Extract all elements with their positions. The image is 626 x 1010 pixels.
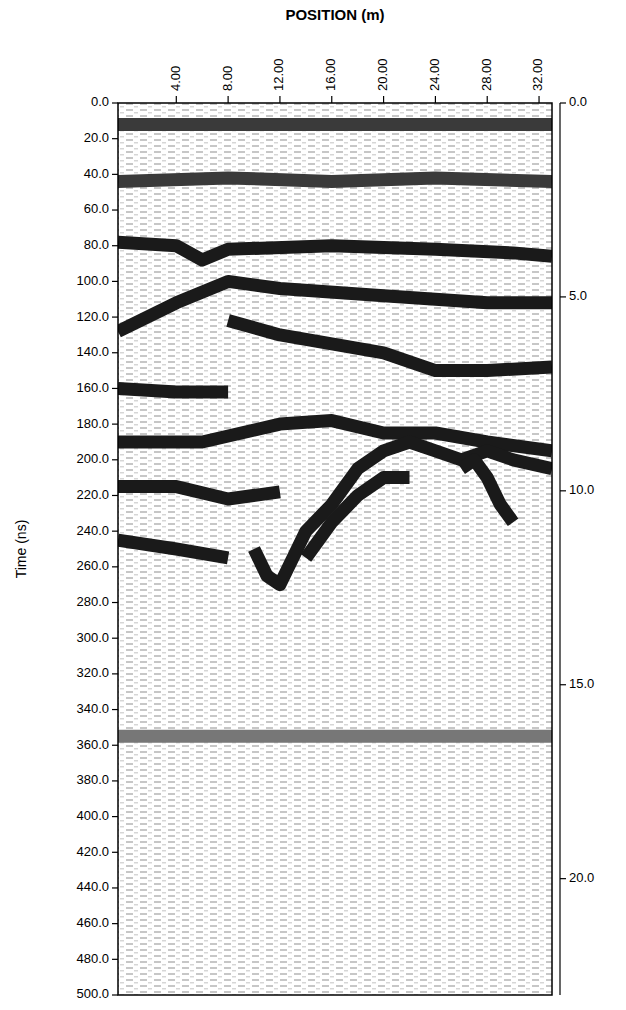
y-tick-label: 100.0 xyxy=(76,273,109,288)
chart: 4.00 8.00 12.00 16.00 20.00 24.00 28.00 32.00 PO… xyxy=(0,0,626,1010)
x-tick-label: 12.00 xyxy=(271,58,286,91)
y-tick xyxy=(112,281,118,282)
y-tick xyxy=(112,923,118,924)
reflector xyxy=(118,242,552,260)
y-tick xyxy=(112,138,118,139)
x-tick-label: 16.00 xyxy=(323,58,338,91)
y-tick-label: 240.0 xyxy=(76,523,109,538)
y-tick xyxy=(112,102,118,103)
y-tick-label: 260.0 xyxy=(76,558,109,573)
y-tick xyxy=(112,209,118,210)
reflector xyxy=(118,388,228,392)
x-tick-label: 4.00 xyxy=(168,66,183,91)
y-tick-label: 280.0 xyxy=(76,594,109,609)
reflector xyxy=(118,118,552,131)
y-tick xyxy=(112,816,118,817)
y-tick-label: 20.0 xyxy=(84,130,109,145)
y2-tick xyxy=(560,102,566,103)
y-tick-label: 500.0 xyxy=(76,986,109,1001)
reflectors xyxy=(118,124,552,736)
x-tick-label: 28.00 xyxy=(479,58,494,91)
plot-frame xyxy=(118,103,552,995)
x-tick xyxy=(538,96,539,103)
y-tick xyxy=(112,566,118,567)
reflector xyxy=(118,540,228,558)
y-tick-label: 220.0 xyxy=(76,487,109,502)
x-tick xyxy=(331,96,332,103)
y-tick-label: 60.0 xyxy=(84,201,109,216)
x-tick xyxy=(487,96,488,103)
plot-background xyxy=(118,103,552,995)
y-tick xyxy=(112,352,118,353)
x-tick-label: 8.00 xyxy=(220,66,235,91)
y2-tick-label: 20.0 xyxy=(569,870,594,885)
y-tick-label: 80.0 xyxy=(84,237,109,252)
y-tick xyxy=(112,709,118,710)
y-tick xyxy=(112,531,118,532)
y2-tick xyxy=(560,296,566,297)
y-tick xyxy=(112,673,118,674)
y-tick xyxy=(112,780,118,781)
y-tick-label: 340.0 xyxy=(76,701,109,716)
y-tick-label: 300.0 xyxy=(76,630,109,645)
y-tick-label: 40.0 xyxy=(84,166,109,181)
y-tick-label: 360.0 xyxy=(76,737,109,752)
y-tick-label: 120.0 xyxy=(76,309,109,324)
y2-tick-label: 15.0 xyxy=(569,676,594,691)
y2-tick-label: 5.0 xyxy=(569,288,587,303)
reflector xyxy=(228,321,552,371)
x-tick xyxy=(279,96,280,103)
y-tick-label: 440.0 xyxy=(76,879,109,894)
x-tick xyxy=(435,96,436,103)
y-tick xyxy=(112,316,118,317)
y-tick-label: 160.0 xyxy=(76,380,109,395)
x-tick xyxy=(176,96,177,103)
y2-tick xyxy=(560,490,566,491)
y2-tick xyxy=(560,684,566,685)
y2-tick-label: 0.0 xyxy=(569,94,587,109)
reflector xyxy=(118,178,552,182)
y-tick xyxy=(112,388,118,389)
reflector xyxy=(254,442,552,585)
y-tick-label: 480.0 xyxy=(76,951,109,966)
y-tick xyxy=(112,887,118,888)
y-tick-label: 320.0 xyxy=(76,665,109,680)
reflector xyxy=(118,487,280,499)
reflector xyxy=(118,730,552,743)
y-tick-label: 460.0 xyxy=(76,915,109,930)
y-tick xyxy=(112,174,118,175)
y-tick xyxy=(112,959,118,960)
y-tick xyxy=(112,424,118,425)
x-tick xyxy=(228,96,229,103)
y-tick-label: 420.0 xyxy=(76,844,109,859)
x-axis-title: POSITION (m) xyxy=(285,6,384,23)
x-tick-label: 32.00 xyxy=(530,58,545,91)
y-tick xyxy=(112,245,118,246)
y2-tick xyxy=(560,878,566,879)
y-tick-label: 180.0 xyxy=(76,416,109,431)
x-tick xyxy=(383,96,384,103)
y-tick xyxy=(112,745,118,746)
reflector xyxy=(118,281,552,331)
y-tick xyxy=(112,602,118,603)
y-tick-label: 400.0 xyxy=(76,808,109,823)
y-tick xyxy=(112,495,118,496)
x-tick-label: 24.00 xyxy=(427,58,442,91)
y-tick xyxy=(112,459,118,460)
reflector xyxy=(306,478,410,558)
y2-axis-line xyxy=(559,103,560,995)
y2-tick-label: 10.0 xyxy=(569,482,594,497)
y-axis-title: Time (ns) xyxy=(13,520,29,579)
y-tick-label: 140.0 xyxy=(76,344,109,359)
y-tick-label: 0.0 xyxy=(91,94,109,109)
reflector xyxy=(461,460,513,522)
y-tick xyxy=(112,994,118,995)
y-tick xyxy=(112,638,118,639)
y-tick-label: 380.0 xyxy=(76,772,109,787)
x-tick-label: 20.00 xyxy=(375,58,390,91)
y-tick xyxy=(112,852,118,853)
y-tick-label: 200.0 xyxy=(76,451,109,466)
